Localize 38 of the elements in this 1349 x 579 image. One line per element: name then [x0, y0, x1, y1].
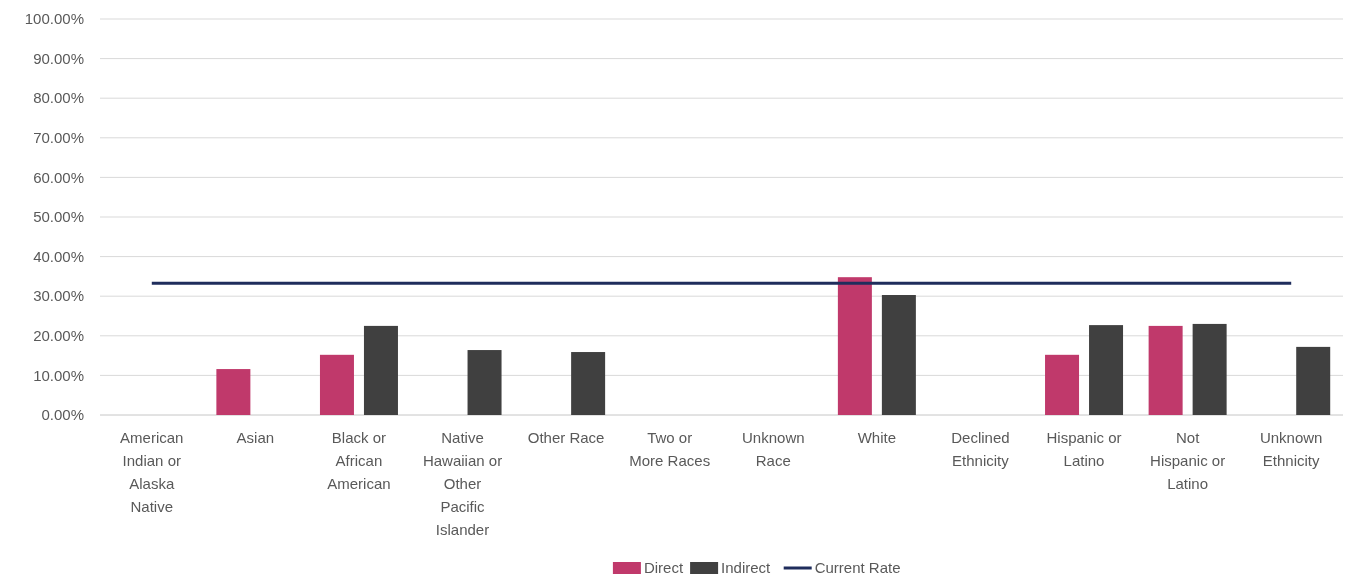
y-tick-label: 20.00% — [33, 327, 84, 345]
legend-label: Direct — [643, 559, 684, 577]
bar — [363, 325, 398, 415]
x-tick-label: White — [857, 429, 897, 446]
x-tick-label: Native Hawaiian or Other Pacific Islander — [422, 429, 503, 538]
legend-label: Indirect — [721, 559, 772, 577]
x-tick-label: Other Race — [527, 429, 605, 446]
y-tick-label: 60.00% — [33, 168, 84, 186]
y-tick-label: 90.00% — [33, 49, 84, 67]
x-tick-label: Two or More Races — [629, 429, 711, 469]
y-tick-label: 70.00% — [33, 129, 84, 147]
x-tick-label: Unknown Ethnicity — [1259, 429, 1323, 469]
bar — [1192, 323, 1227, 415]
bar — [571, 352, 606, 415]
y-tick-label: 30.00% — [33, 287, 84, 305]
y-tick-label: 0.00% — [41, 406, 84, 424]
bar — [881, 295, 916, 415]
legend-label: Current Rate — [814, 559, 901, 577]
x-tick-label: Hispanic or Latino — [1046, 429, 1122, 469]
x-tick-label: Black or African American — [327, 429, 391, 492]
bar — [1296, 346, 1331, 415]
x-tick-label: American Indian or Alaska Native — [120, 429, 184, 515]
bar — [837, 277, 872, 415]
bar — [1045, 354, 1080, 415]
x-tick-label: Asian — [236, 429, 275, 446]
y-tick-label: 40.00% — [33, 247, 84, 265]
y-tick-label: 10.00% — [33, 366, 84, 384]
bar — [216, 369, 251, 415]
x-tick-label: Declined Ethnicity — [951, 429, 1010, 469]
bar — [467, 350, 502, 415]
bar — [319, 354, 354, 415]
x-tick-label: Not Hispanic or Latino — [1150, 429, 1226, 492]
x-tick-label: Unknown Race — [742, 429, 805, 469]
y-tick-label: 80.00% — [33, 89, 84, 107]
y-tick-label: 50.00% — [33, 208, 84, 226]
y-tick-label: 100.00% — [24, 10, 84, 28]
bar — [1089, 325, 1124, 415]
bar — [1148, 325, 1183, 415]
